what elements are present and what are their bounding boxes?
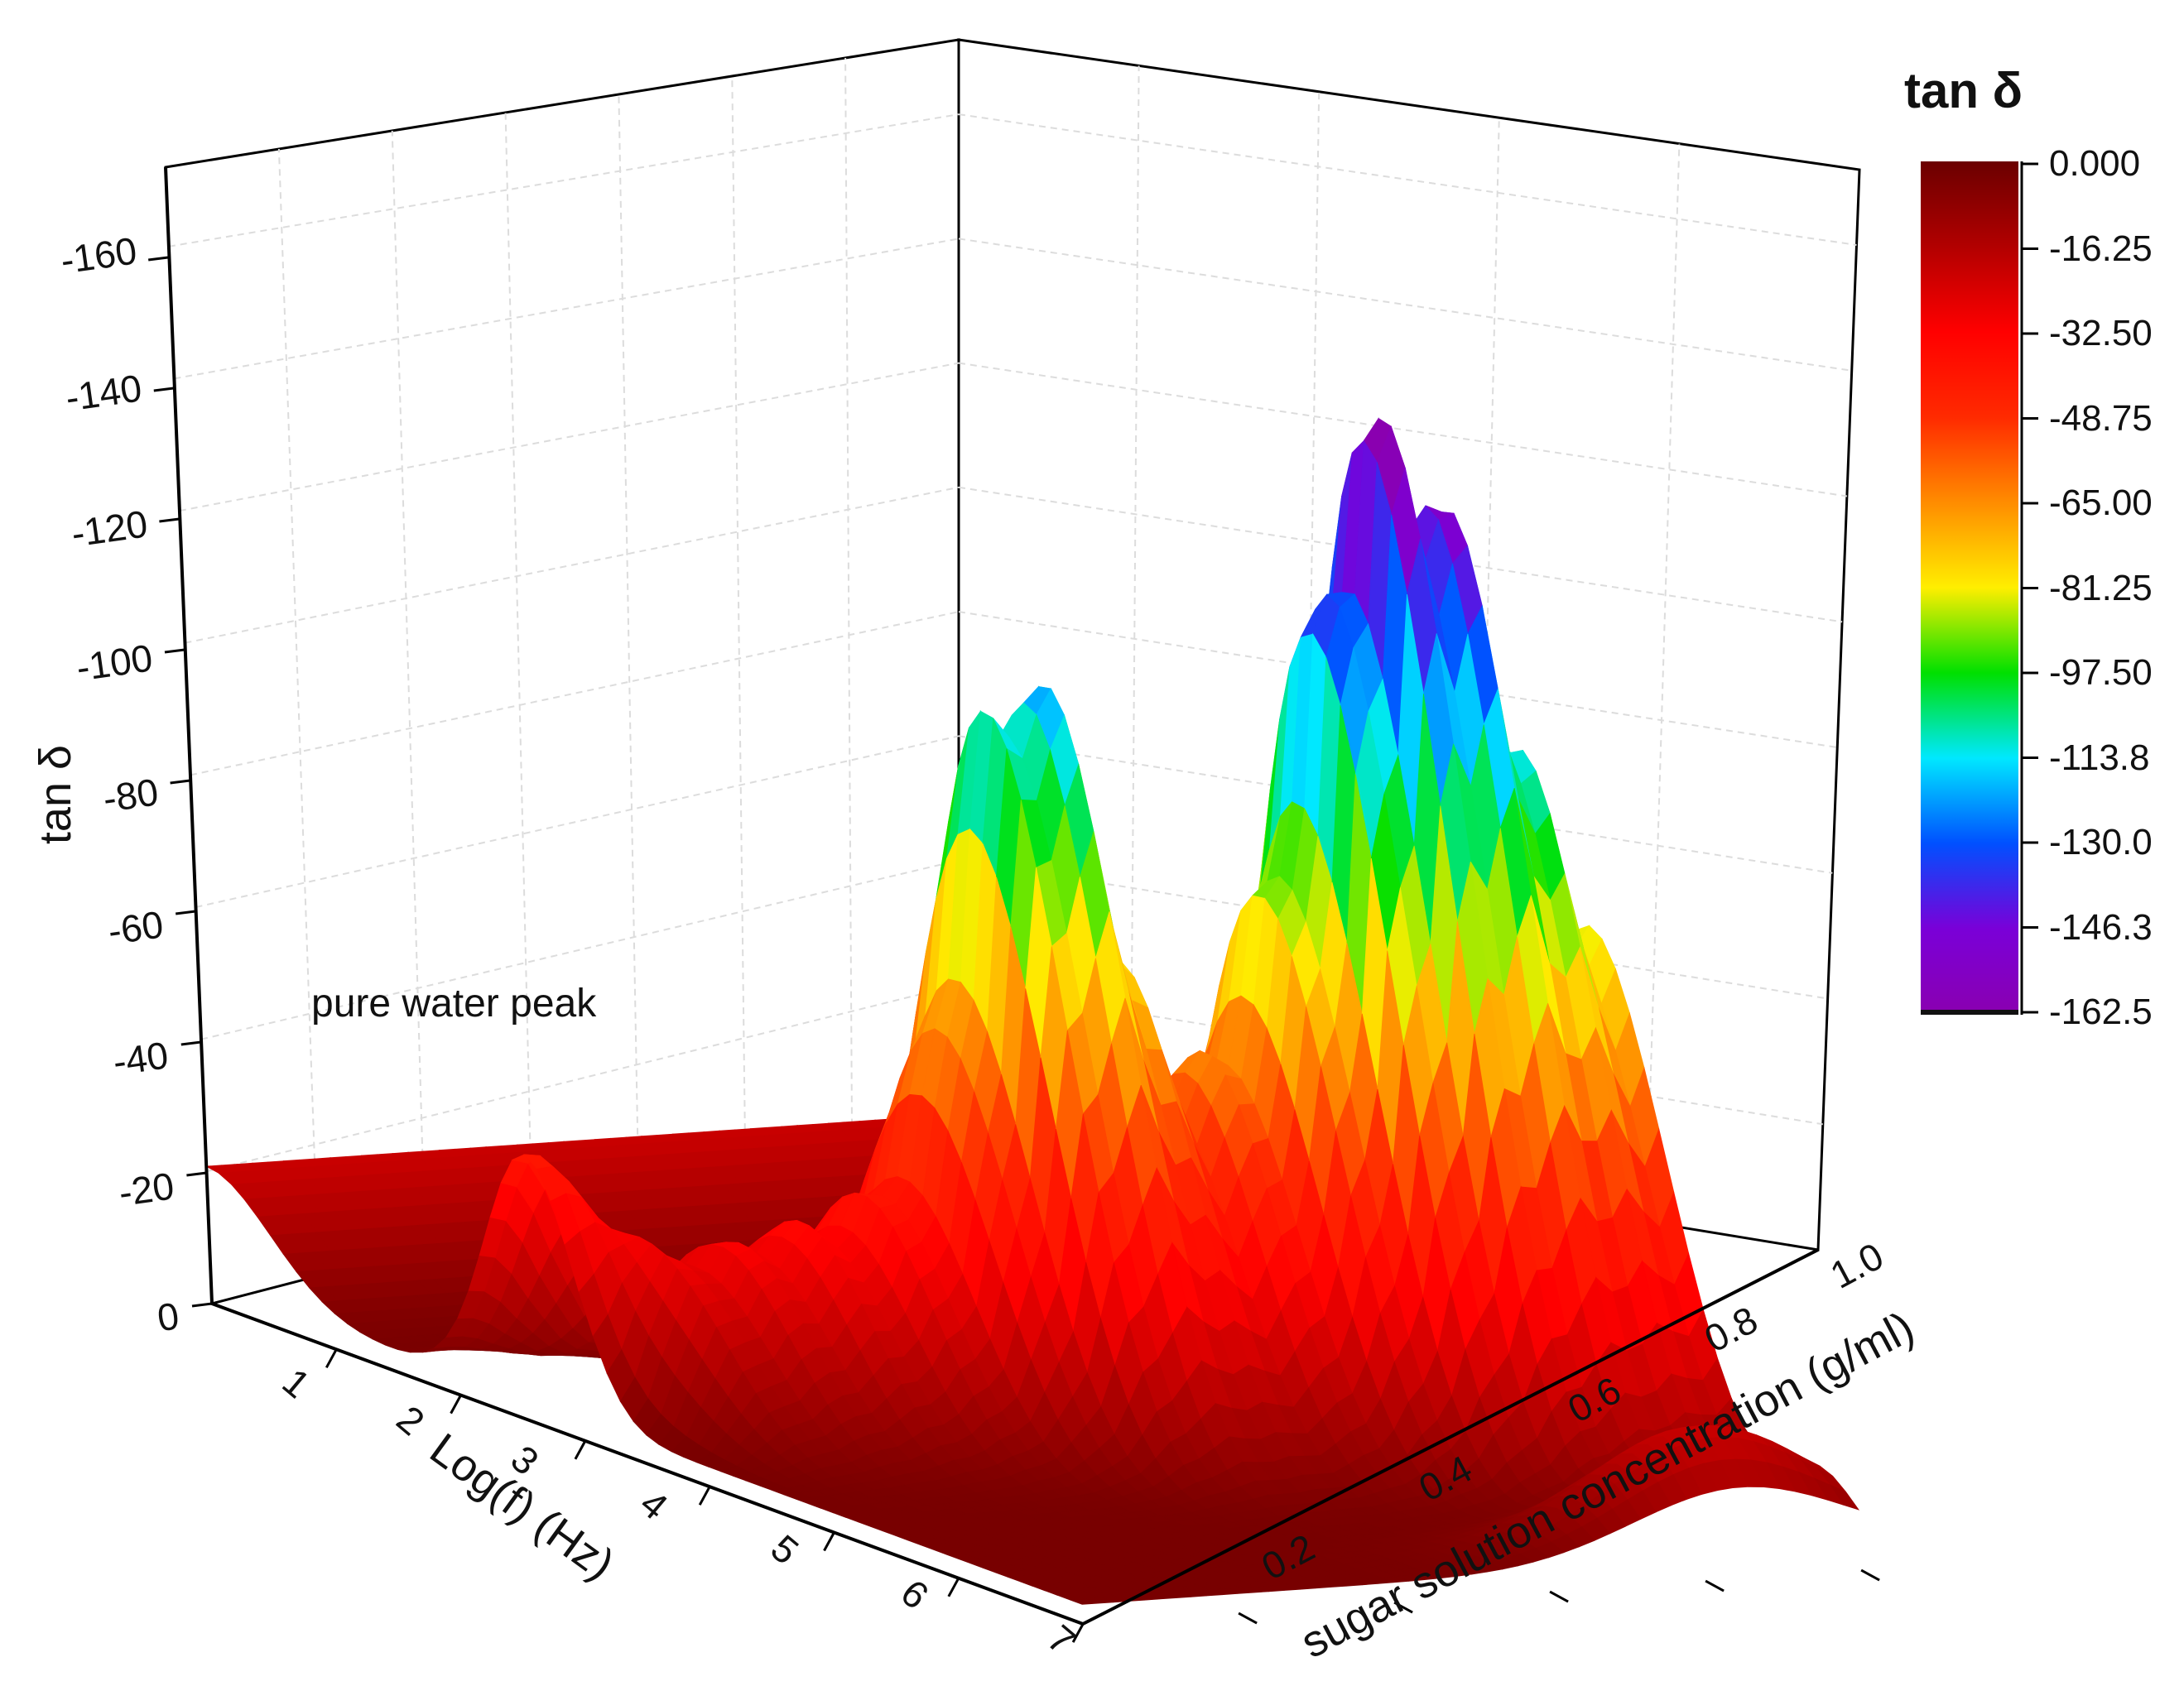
x-tick	[947, 1578, 960, 1597]
grid-line	[185, 486, 960, 644]
colorbar-label: -81.25	[2049, 568, 2153, 608]
z-axis-title: tan δ	[31, 745, 80, 844]
colorbar-label: -48.75	[2049, 398, 2153, 439]
x-tick-label: 4	[633, 1482, 676, 1528]
grid-line	[958, 113, 1857, 246]
y-tick	[1549, 1590, 1569, 1603]
y-tick	[1705, 1579, 1725, 1592]
z-tick	[164, 648, 185, 654]
colorbar-label: -97.50	[2049, 652, 2153, 693]
x-tick-label: 5	[763, 1526, 807, 1573]
colorbar-label: -32.50	[2049, 313, 2153, 353]
x-tick-label: 6	[893, 1571, 937, 1617]
grid-line	[168, 113, 960, 247]
grid-line	[200, 859, 960, 1040]
z-tick-label: 0	[155, 1294, 182, 1339]
grid-line	[174, 238, 960, 380]
y-axis-line	[1082, 1248, 1819, 1626]
z-tick	[153, 387, 174, 392]
colorbar-label: -146.3	[2049, 907, 2153, 948]
colorbar-label: -130.0	[2049, 822, 2153, 862]
z-tick-label: -40	[110, 1033, 171, 1083]
y-tick-label: 1.0	[1823, 1234, 1890, 1297]
z-tick-labels: 0 -20 -40 -60 -80 -100 -120 -140 -160	[58, 228, 181, 1339]
z-tick-label: -160	[58, 228, 139, 281]
colorbar-gradient-bar	[1921, 161, 2018, 1014]
x-tick	[450, 1394, 462, 1415]
z-tick-label: -60	[105, 902, 166, 953]
y-tick	[1393, 1601, 1413, 1614]
grid-line	[179, 362, 960, 512]
z-tick-label: -140	[63, 366, 144, 419]
grid-line	[844, 57, 854, 1137]
grid-line	[190, 611, 960, 776]
x-tick-label: 2	[389, 1397, 433, 1443]
z-axis-line	[164, 166, 214, 1304]
surface-mesh	[204, 417, 1860, 1605]
z-tick	[191, 1302, 213, 1308]
colorbar-ticks	[2022, 162, 2038, 1014]
z-tick	[180, 1040, 201, 1046]
colorbar-label: -16.25	[2049, 228, 2153, 269]
grid-line	[1645, 143, 1681, 1222]
y-tick	[1860, 1568, 1880, 1582]
axes	[148, 166, 1880, 1643]
colorbar-title: tan δ	[1904, 63, 2023, 118]
x-axis-line	[211, 1302, 1084, 1626]
colorbar-labels: 0.000 -16.25 -32.50 -48.75 -65.00 -81.25…	[2049, 143, 2153, 1032]
grid-line	[391, 130, 426, 1248]
y-tick	[1238, 1612, 1258, 1625]
grid-line	[206, 983, 960, 1173]
grid-line	[195, 735, 960, 908]
z-tick	[176, 910, 196, 915]
z-tick	[159, 517, 180, 523]
back-wall-left	[164, 38, 960, 1305]
grid-line	[277, 148, 320, 1276]
z-tick	[186, 1171, 207, 1177]
x-tick	[1071, 1623, 1085, 1643]
x-tick	[698, 1486, 711, 1506]
x-tick	[325, 1348, 338, 1369]
colorbar-label: 0.000	[2049, 143, 2140, 184]
z-tick-label: -120	[69, 502, 150, 555]
x-tick	[823, 1531, 835, 1552]
grid-lines	[168, 57, 1857, 1276]
grid-line	[1129, 65, 1140, 1138]
colorbar-bottom-edge	[1921, 1010, 2018, 1015]
z-tick-label: -100	[74, 636, 155, 689]
z-tick	[148, 256, 169, 262]
z-tick	[170, 779, 190, 785]
grid-line	[958, 859, 1828, 1000]
colorbar-label: -113.8	[2049, 737, 2150, 778]
pure-water-peak-annotation: pure water peak	[311, 982, 597, 1026]
grid-line	[731, 75, 747, 1165]
colorbar: tan δ 0.000 -16.25 -32.50 -48.75 -65.00 …	[1904, 63, 2153, 1032]
z-tick-label: -80	[100, 770, 161, 820]
surface-cell	[1069, 1598, 1099, 1605]
colorbar-label: -162.5	[2049, 992, 2153, 1032]
grid-line	[618, 94, 640, 1193]
x-tick	[574, 1440, 587, 1460]
colorbar-label: -65.00	[2049, 483, 2153, 523]
x-tick-label: 1	[275, 1360, 319, 1406]
z-tick-label: -20	[116, 1164, 176, 1214]
